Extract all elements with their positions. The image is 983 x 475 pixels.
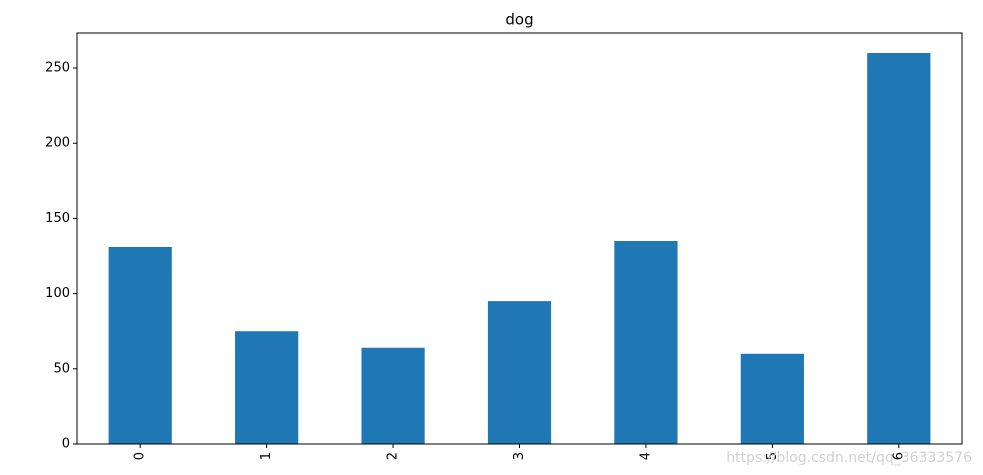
x-tick-label: 3 [512,452,527,460]
chart-title: dog [505,11,533,29]
y-tick-label: 250 [45,61,70,76]
x-tick-label: 1 [259,452,274,460]
y-tick-label: 50 [53,361,70,376]
bar [108,246,172,444]
bar [867,53,931,444]
bar [614,240,678,444]
bar [361,347,425,444]
x-tick-label: 4 [638,452,653,460]
bar [740,353,804,444]
bar [487,301,552,444]
y-tick-label: 150 [45,211,70,226]
x-tick-label: 5 [765,452,780,460]
x-tick-label: 6 [891,452,906,460]
y-tick-label: 100 [45,286,70,301]
bar [235,331,299,444]
y-tick-label: 0 [62,437,70,452]
y-tick-label: 200 [45,136,70,151]
plot-frame [76,32,963,445]
x-tick-label: 0 [133,452,148,460]
watermark: https://blog.csdn.net/qq_36333576 [726,450,972,466]
x-tick-label: 2 [386,452,401,460]
